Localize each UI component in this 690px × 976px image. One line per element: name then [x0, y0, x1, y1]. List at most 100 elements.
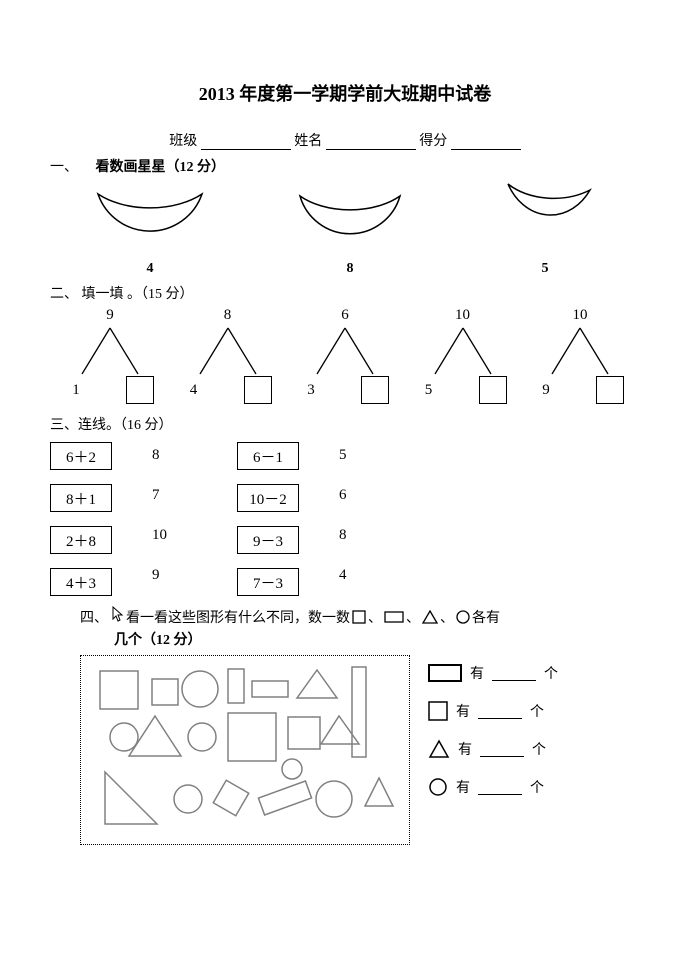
q4-answer-row: 有个	[428, 777, 558, 797]
answer-label: 有	[470, 663, 484, 683]
class-blank[interactable]	[201, 135, 291, 150]
rect-icon	[257, 780, 313, 817]
q4-heading-tail: 各有	[472, 607, 500, 627]
q4-body: 有个有个有个有个	[80, 655, 640, 845]
answer-label: 有	[456, 701, 470, 721]
bond-top: 6	[295, 307, 395, 324]
bond-top: 10	[413, 307, 513, 324]
bond-answer-box[interactable]	[361, 376, 389, 404]
q1-num: 8	[290, 261, 410, 277]
cursor-icon	[110, 606, 124, 627]
answer-blank[interactable]	[492, 666, 536, 681]
score-label: 得分	[419, 134, 447, 149]
shape-frame	[80, 655, 410, 845]
q1-item: 4	[90, 188, 210, 277]
bond-answer-box[interactable]	[596, 376, 624, 404]
bond-answer-box[interactable]	[126, 376, 154, 404]
q1-item: 8	[290, 188, 410, 277]
bond-top: 10	[530, 307, 630, 324]
name-blank[interactable]	[326, 135, 416, 150]
number-bond: 10 5	[413, 307, 513, 404]
square-icon	[352, 610, 366, 624]
student-info-line: 班级 姓名 得分	[50, 130, 640, 150]
bond-answer-box[interactable]	[244, 376, 272, 404]
expression-box[interactable]: 8＋1	[50, 484, 112, 512]
triangle-icon	[422, 610, 438, 624]
expression-box[interactable]: 6＋2	[50, 442, 112, 470]
q4-answer-row: 有个	[428, 739, 558, 759]
q1-heading-prefix: 一、	[50, 160, 78, 175]
bond-lines-icon	[423, 326, 503, 376]
q1-heading-text: 看数画星星（12 分）	[96, 160, 226, 175]
bond-answer-box[interactable]	[479, 376, 507, 404]
expression-box[interactable]: 9－3	[237, 526, 299, 554]
q4-heading-line1: 四、 看一看这些图形有什么不同，数一数 、 、 、 各有	[80, 606, 640, 627]
match-number[interactable]: 5	[339, 442, 347, 468]
expression-box[interactable]: 7－3	[237, 568, 299, 596]
circle-icon	[181, 670, 219, 708]
expression-box[interactable]: 2＋8	[50, 526, 112, 554]
rect-icon	[227, 668, 245, 704]
match-number[interactable]: 9	[152, 562, 167, 588]
expression-box[interactable]: 6－1	[237, 442, 299, 470]
answer-blank[interactable]	[480, 742, 524, 757]
answer-unit: 个	[544, 663, 558, 683]
q4-sep2: 、	[406, 607, 420, 627]
square-icon	[227, 712, 277, 762]
moon-icon	[90, 188, 210, 252]
match-number[interactable]: 10	[152, 522, 167, 548]
rect-icon	[384, 611, 404, 623]
bond-left-value: 9	[536, 382, 556, 399]
rect-icon	[212, 779, 250, 817]
square-icon	[99, 670, 139, 710]
answer-blank[interactable]	[478, 704, 522, 719]
q1-item: 5	[490, 180, 600, 277]
q3-left-col: 6＋2 8＋1 2＋8 4＋3 8 7 10 9	[50, 442, 167, 596]
expression-box[interactable]: 4＋3	[50, 568, 112, 596]
square-icon	[151, 678, 179, 706]
name-label: 姓名	[294, 134, 322, 149]
score-blank[interactable]	[451, 135, 521, 150]
triangle-icon	[103, 770, 159, 826]
q3-heading: 三、连线。（16 分）	[50, 414, 640, 434]
triangle-icon	[127, 714, 183, 758]
circle-icon	[315, 780, 353, 818]
match-number[interactable]: 8	[152, 442, 167, 468]
bond-left-value: 1	[66, 382, 86, 399]
answer-blank[interactable]	[478, 780, 522, 795]
q3-wrap: 6＋2 8＋1 2＋8 4＋3 8 7 10 9 6－1 10－2 9－3 7－3 5 6 8 4	[50, 442, 640, 596]
q1-num: 4	[90, 261, 210, 277]
q4-sep3: 、	[440, 607, 454, 627]
circle-icon	[173, 784, 203, 814]
square-icon	[287, 716, 321, 750]
triangle-icon	[319, 714, 361, 746]
rect-icon	[251, 680, 289, 698]
bond-lines-icon	[188, 326, 268, 376]
class-label: 班级	[169, 134, 197, 149]
bond-lines-icon	[70, 326, 150, 376]
q4-sep1: 、	[368, 607, 382, 627]
triangle-icon	[428, 739, 450, 759]
match-number[interactable]: 7	[152, 482, 167, 508]
match-number[interactable]: 8	[339, 522, 347, 548]
number-bond: 10 9	[530, 307, 630, 404]
triangle-icon	[363, 776, 395, 808]
bond-lines-icon	[305, 326, 385, 376]
number-bond: 91	[60, 307, 160, 404]
rect-icon	[428, 664, 462, 682]
circle-icon	[187, 722, 217, 752]
square-icon	[428, 701, 448, 721]
number-bond: 63	[295, 307, 395, 404]
q4-answer-row: 有个	[428, 663, 558, 683]
bond-left-value: 5	[419, 382, 439, 399]
moon-icon	[490, 180, 600, 252]
answer-label: 有	[458, 739, 472, 759]
number-bond: 84	[178, 307, 278, 404]
q2-heading: 二、 填一填 。（15 分）	[50, 283, 640, 303]
answer-unit: 个	[530, 701, 544, 721]
q1-num: 5	[490, 261, 600, 277]
expression-box[interactable]: 10－2	[237, 484, 299, 512]
match-number[interactable]: 6	[339, 482, 347, 508]
answer-label: 有	[456, 777, 470, 797]
match-number[interactable]: 4	[339, 562, 347, 588]
